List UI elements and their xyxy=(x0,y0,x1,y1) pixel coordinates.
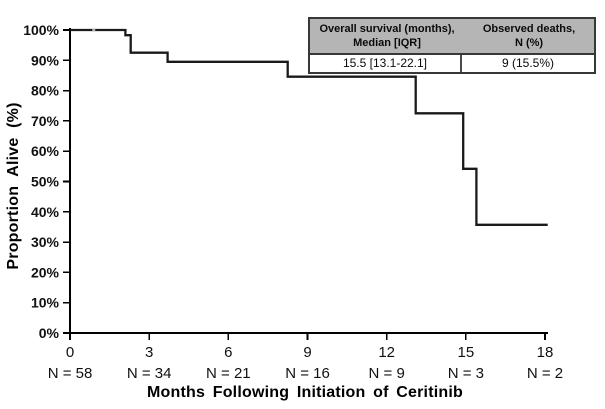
y-tick-label: 10% xyxy=(31,295,60,311)
y-tick-label: 90% xyxy=(31,52,60,68)
y-tick-label: 50% xyxy=(31,174,60,190)
summary-header-observed-deaths-line1: Observed deaths, xyxy=(482,23,576,35)
km-curve xyxy=(70,28,548,226)
y-axis-title: Proportion Alive (%) xyxy=(5,102,22,270)
summary-header-overall-survival-line1: Overall survival (months), xyxy=(319,23,455,35)
summary-header-overall-survival: Overall survival (months), Median [IQR] xyxy=(310,19,464,53)
at-risk-label: N = 21 xyxy=(206,365,251,382)
y-tick-label: 0% xyxy=(39,325,60,341)
y-tick-label: 30% xyxy=(31,234,60,250)
at-risk-label: N = 9 xyxy=(369,365,405,382)
summary-header-observed-deaths: Observed deaths, N (%) xyxy=(464,19,594,53)
summary-table: Overall survival (months), Median [IQR] … xyxy=(308,17,596,74)
x-tick-label: 0 xyxy=(66,344,74,361)
summary-value-deaths: 9 (15.5%) xyxy=(501,55,555,70)
x-tick-label: 18 xyxy=(537,344,554,361)
y-tick-label: 40% xyxy=(31,204,60,220)
y-tick-label: 80% xyxy=(31,83,60,99)
at-risk-label: N = 3 xyxy=(448,365,484,382)
x-tick-label: 15 xyxy=(458,344,475,361)
y-tick-label: 70% xyxy=(31,113,60,129)
summary-table-header-row: Overall survival (months), Median [IQR] … xyxy=(310,19,594,55)
summary-header-overall-survival-line2: Median [IQR] xyxy=(353,37,421,50)
summary-table-value-row: 15.5 [13.1-22.1] 9 (15.5%) xyxy=(310,54,594,72)
x-axis-title: Months Following Initiation of Ceritinib xyxy=(147,384,463,401)
x-tick-label: 3 xyxy=(145,344,153,361)
summary-value-median-iqr: 15.5 [13.1-22.1] xyxy=(310,54,462,72)
y-tick-label: 100% xyxy=(23,22,59,38)
x-tick-label: 6 xyxy=(224,344,232,361)
x-tick-label: 9 xyxy=(303,344,311,361)
at-risk-label: N = 34 xyxy=(127,365,172,382)
y-tick-label: 20% xyxy=(31,264,60,280)
at-risk-label: N = 16 xyxy=(285,365,330,382)
at-risk-label: N = 58 xyxy=(48,365,93,382)
y-tick-label: 60% xyxy=(31,143,60,159)
at-risk-label: N = 2 xyxy=(527,365,563,382)
summary-header-observed-deaths-line2: N (%) xyxy=(514,37,544,50)
x-tick-label: 12 xyxy=(378,344,395,361)
